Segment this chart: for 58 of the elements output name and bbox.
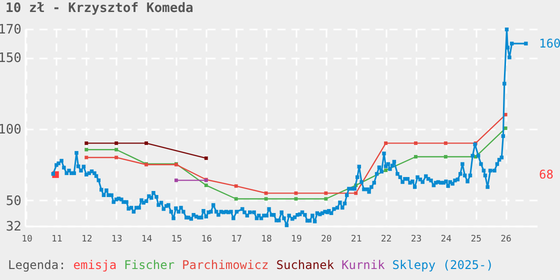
x-tick-label: 12 [81, 234, 92, 244]
point [294, 197, 298, 201]
point [444, 155, 448, 158]
text: emisja [73, 258, 117, 272]
point [324, 197, 328, 201]
point [264, 191, 268, 195]
text: Kurnik [342, 258, 386, 272]
point [114, 156, 118, 160]
x-tick-label: 23 [410, 234, 422, 244]
point [354, 191, 358, 195]
x-tick-label: 19 [291, 234, 302, 244]
text: Suchanek [276, 258, 335, 272]
point [84, 156, 88, 160]
y-tick-label: 100 [0, 122, 22, 138]
text: Parchimowicz [182, 258, 269, 272]
chart-title: 10 zł - Krzysztof Komeda [6, 1, 194, 16]
point [174, 178, 178, 182]
point [414, 155, 418, 158]
x-tick-label: 16 [201, 234, 212, 244]
point [204, 184, 208, 188]
point [84, 148, 88, 152]
text: 68 [539, 168, 554, 182]
x-tick-label: 25 [470, 234, 482, 244]
legend-title: Legenda: [8, 258, 66, 272]
point [84, 141, 88, 145]
y-tick-label: 150 [0, 51, 22, 66]
x-tick-label: 26 [500, 234, 512, 244]
point [234, 184, 238, 188]
point [324, 191, 328, 195]
x-tick-label: 22 [380, 234, 392, 244]
x-tick-label: 14 [141, 234, 152, 244]
point [504, 126, 508, 130]
x-tick-label: 18 [261, 234, 272, 244]
x-tick-label: 17 [231, 234, 242, 244]
point [264, 197, 268, 201]
point [384, 168, 388, 172]
y-tick-label: 50 [6, 194, 22, 209]
x-tick-label: 24 [440, 234, 452, 244]
x-tick-label: 11 [52, 234, 62, 244]
x-tick-label: 13 [111, 234, 122, 244]
x-tick-label: 20 [320, 234, 332, 244]
point [384, 141, 388, 145]
point [414, 141, 418, 145]
point [294, 191, 298, 195]
y-tick-label: 32 [6, 220, 22, 234]
text: Sklepy (2025-) [392, 258, 494, 272]
x-tick-label: 10 [22, 234, 32, 244]
point [234, 197, 238, 201]
text: 160 [539, 36, 560, 50]
x-tick-label: 21 [350, 234, 362, 244]
point [114, 148, 118, 152]
x-tick-label: 15 [171, 234, 182, 244]
point [204, 156, 208, 160]
text: Fischer [124, 258, 175, 272]
point [114, 141, 118, 145]
point [444, 141, 448, 145]
y-tick-label: 170 [0, 22, 22, 38]
point [144, 141, 148, 145]
